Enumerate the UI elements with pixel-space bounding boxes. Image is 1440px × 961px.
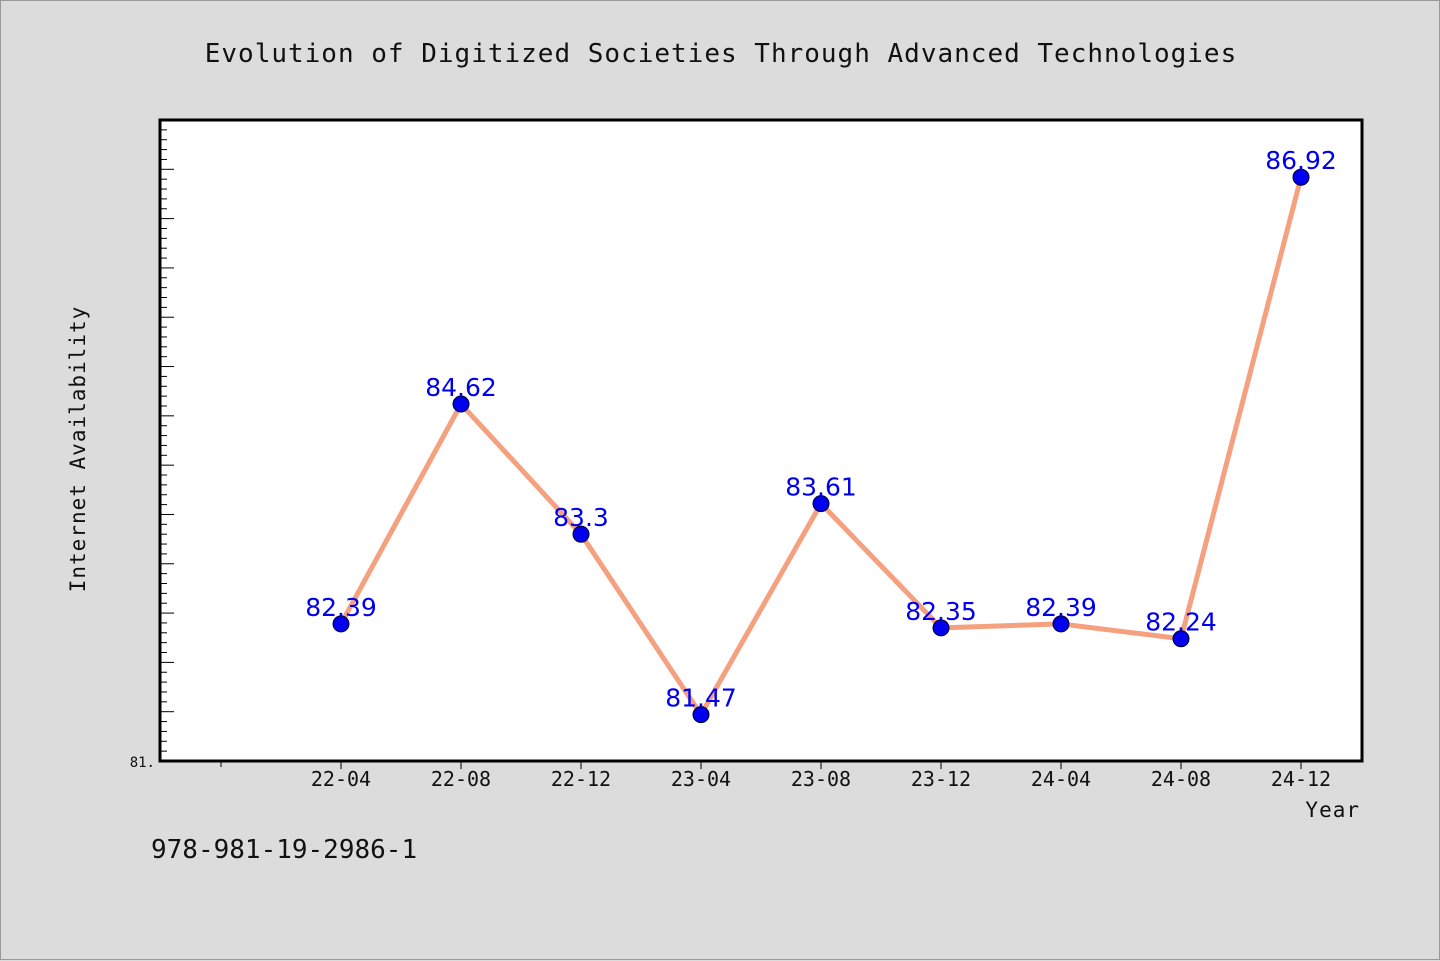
data-point: [572, 525, 590, 543]
chart-title: Evolution of Digitized Societies Through…: [205, 39, 1238, 69]
x-tick-label: 23-12: [911, 767, 971, 791]
data-point: [932, 619, 950, 637]
series-points-group: [332, 168, 1310, 724]
data-point: [452, 395, 470, 413]
x-tick-label: 23-08: [791, 767, 851, 791]
data-label: 86.92: [1265, 146, 1337, 175]
footer-code: 978-981-19-2986-1: [151, 835, 418, 865]
y-min-tick-label: 81.: [130, 755, 155, 771]
x-tick-label: 24-04: [1031, 767, 1091, 791]
x-axis-ticks: 22-04 22-08 22-12 23-04 23-08 23-12 24-04 24-08…: [220, 761, 1331, 791]
data-label: 82.39: [1025, 593, 1097, 622]
data-label: 82.39: [305, 593, 377, 622]
data-point: [1052, 615, 1070, 633]
y-axis-ticks: [160, 129, 174, 762]
x-tick-label: 22-08: [431, 767, 491, 791]
x-tick-label: 24-08: [1151, 767, 1211, 791]
data-point: [812, 495, 830, 513]
data-point: [1172, 630, 1190, 648]
data-point: [332, 615, 350, 633]
data-label: 83.61: [785, 473, 857, 502]
x-tick-label: 24-12: [1271, 767, 1331, 791]
data-point: [1292, 168, 1310, 186]
series-labels-group: 82.39 84.62 83.3 81.47 83.61 82.35 82.39 82.24 8…: [305, 146, 1337, 712]
x-tick-label: 22-12: [551, 767, 611, 791]
data-label: 82.24: [1145, 608, 1217, 637]
plot-area: [158, 118, 1364, 763]
x-tick-label: 23-04: [671, 767, 731, 791]
y-axis-label: Internet Availability: [66, 306, 90, 593]
data-point: [692, 706, 710, 724]
data-label: 84.62: [425, 373, 497, 402]
data-label: 81.47: [665, 684, 737, 713]
x-tick-label: 22-04: [311, 767, 371, 791]
x-axis-label: Year: [1305, 798, 1360, 822]
data-label: 83.3: [553, 503, 609, 532]
data-label: 82.35: [905, 597, 977, 626]
